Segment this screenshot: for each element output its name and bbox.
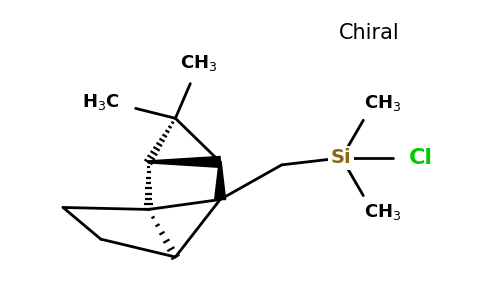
Polygon shape [149, 156, 220, 167]
Text: CH$_3$: CH$_3$ [180, 53, 217, 73]
Text: CH$_3$: CH$_3$ [364, 93, 402, 113]
Text: Chiral: Chiral [339, 23, 400, 43]
Text: Cl: Cl [409, 148, 433, 168]
Polygon shape [215, 162, 226, 200]
Text: H$_3$C: H$_3$C [82, 92, 120, 112]
Text: Si: Si [331, 148, 352, 167]
Text: CH$_3$: CH$_3$ [364, 202, 402, 222]
